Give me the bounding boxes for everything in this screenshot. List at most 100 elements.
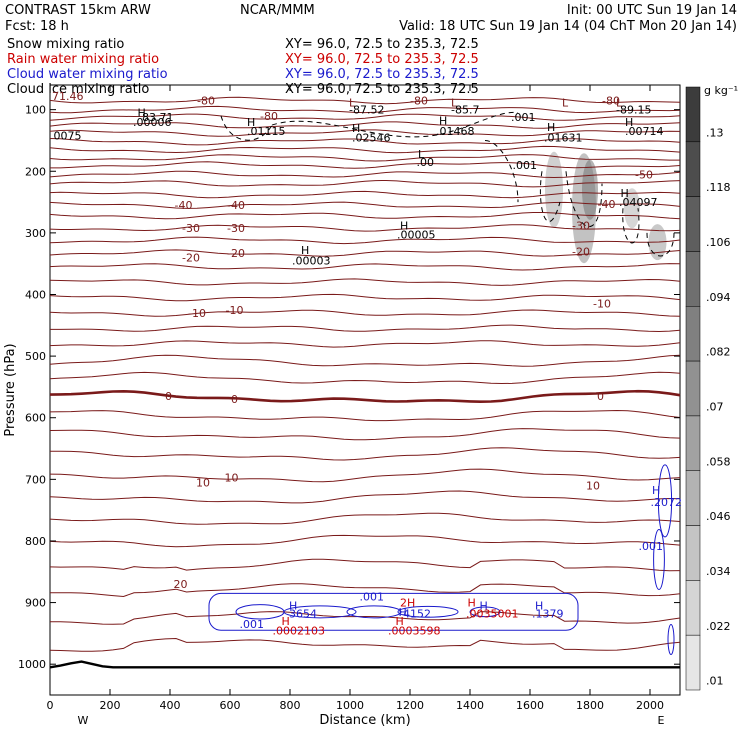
annotation-36: H	[289, 600, 297, 613]
temp-contour-1	[49, 105, 681, 114]
annotation-45: H	[480, 600, 488, 613]
x-tick-label-10: 2000	[636, 699, 664, 712]
annotation-3: .00006	[133, 116, 172, 129]
legend-name-1: Rain water mixing ratio	[7, 52, 159, 67]
annotation-18: .01631	[544, 131, 583, 144]
legend-xy-0: XY= 96.0, 72.5 to 235.3, 72.5	[285, 37, 479, 52]
temp-contour-24	[49, 371, 681, 385]
temp-contour-9	[49, 170, 681, 179]
legend-xy-1: XY= 96.0, 72.5 to 235.3, 72.5	[285, 52, 479, 67]
temp-label-20: 10	[196, 476, 210, 489]
temp-contour-14	[49, 224, 681, 232]
annotation-39: .0002103	[273, 624, 326, 637]
contour-labels: -80 -80 -80 -80 -50 -40 -40 -40 -30 -30 -30 -20 -20 -…	[52, 90, 682, 637]
x-axis-label: Distance (km)	[319, 713, 410, 728]
snow-contour-0	[220, 115, 273, 141]
annotation-41: .0003598	[388, 624, 441, 637]
annotation-8: -87.52	[349, 104, 384, 117]
annotation-12: -85.7	[451, 104, 479, 117]
annotation-16: L	[562, 96, 569, 109]
colorbar-swatch-5	[685, 360, 701, 417]
y-tick-label-2: 300	[25, 227, 46, 240]
temp-contour-5	[49, 138, 681, 146]
temp-label-2: -80	[410, 94, 428, 107]
temp-label-19: 0	[597, 390, 604, 403]
temp-contour-22	[49, 340, 681, 348]
colorbar-label-2: .106	[706, 236, 731, 249]
cloud-water-contours	[208, 464, 675, 656]
annotation-0: 71.46	[52, 90, 84, 103]
annotation-42: H	[399, 606, 407, 619]
colorbar-swatch-6	[685, 415, 701, 471]
snow-shading-layer	[545, 151, 667, 264]
temp-contour-35	[50, 611, 681, 625]
temp-label-7: -40	[598, 198, 616, 211]
annotation-31: .00003	[292, 255, 331, 268]
x-tick-label-5: 1000	[336, 699, 364, 712]
title-center: NCAR/MMM	[240, 3, 315, 18]
annotation-1: H	[138, 107, 146, 120]
annotation-23: L	[418, 148, 425, 161]
temp-label-4: -50	[635, 168, 653, 181]
annotation-40: H	[396, 615, 404, 628]
annotation-20: -89.15	[616, 104, 651, 117]
colorbar-swatch-1	[685, 141, 701, 197]
annotation-19: L	[616, 96, 623, 109]
temp-contour-12	[49, 201, 681, 209]
temp-contour-6	[49, 145, 681, 154]
annotation-11: L	[451, 96, 458, 109]
annotation-6: .01115	[247, 125, 286, 138]
y-tick-label-7: 800	[25, 535, 46, 548]
y-axis-label: Pressure (hPa)	[3, 343, 18, 436]
temp-label-9: -30	[227, 222, 245, 235]
temp-contour-31	[49, 512, 681, 525]
legend-name-2: Cloud water mixing ratio	[7, 67, 168, 82]
annotation-13: H	[439, 115, 447, 128]
temp-contour-19	[49, 293, 681, 302]
temperature-contours	[49, 96, 681, 669]
snow-contour-7	[646, 232, 675, 257]
temp-label-6: -40	[227, 199, 245, 212]
y-tick-label-5: 600	[25, 412, 46, 425]
snow-contour-2	[439, 111, 519, 135]
temp-label-10: -30	[572, 219, 590, 232]
x-tick-label-4: 800	[280, 699, 301, 712]
colorbar-label-0: .13	[706, 126, 724, 139]
temp-contour-29	[49, 468, 681, 483]
annotation-29: .00005	[397, 229, 436, 242]
plot-frame	[49, 84, 681, 696]
legend-name-0: Snow mixing ratio	[7, 37, 124, 52]
colorbar-label-6: .058	[706, 455, 731, 468]
temp-contour-30	[49, 490, 681, 504]
y-tick-label-0: 100	[25, 104, 46, 117]
temp-label-23: 20	[174, 578, 188, 591]
annotation-33: .2072	[651, 496, 683, 509]
title-fcst: Fcst: 18 h	[5, 19, 69, 34]
x-end-label-west: W	[78, 714, 89, 727]
annotation-48: H	[535, 600, 543, 613]
annotation-43: 4152	[403, 608, 431, 621]
temp-contour-15	[49, 236, 681, 245]
colorbar-label-1: .118	[706, 181, 731, 194]
temp-label-11: -20	[182, 252, 200, 265]
temp-contour-0	[49, 96, 681, 105]
temp-contour-16	[49, 249, 681, 257]
cloud-water-cell-6	[653, 528, 665, 590]
colorbar-label-10: .01	[706, 675, 724, 688]
x-tick-label-0: 0	[47, 699, 54, 712]
y-tick-label-4: 500	[25, 350, 46, 363]
colorbar-label-4: .082	[706, 346, 731, 359]
temp-contour-3	[49, 121, 681, 129]
title-left: CONTRAST 15km ARW	[5, 3, 151, 18]
y-tick-label-9: 1000	[18, 658, 46, 671]
colorbar: .13 .118 .106 .094 .082 .07 .058 .046 .034 .022 .0…	[685, 86, 731, 691]
temp-contour-23	[49, 354, 681, 367]
snow-shade-0	[545, 151, 563, 228]
cloud-water-cell-1	[283, 605, 357, 619]
annotation-17: H	[547, 121, 555, 134]
snow-contour-4	[539, 171, 561, 222]
annotation-15: .001	[511, 111, 536, 124]
temp-label-0: -80	[260, 110, 278, 123]
annotation-44: 2H	[400, 597, 415, 610]
